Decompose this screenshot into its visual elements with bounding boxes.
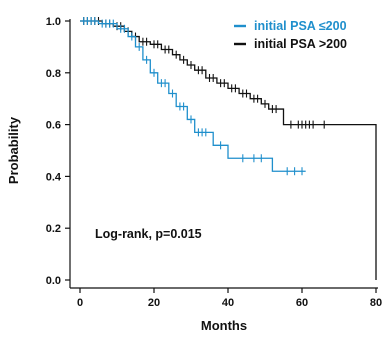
y-axis-title: Probability — [6, 116, 21, 184]
y-tick-label: 0.6 — [46, 120, 61, 132]
legend-label: initial PSA ≤200 — [254, 19, 347, 33]
survival-curve-series-1 — [80, 20, 377, 280]
x-tick-label: 60 — [296, 297, 308, 309]
legend: initial PSA ≤200 initial PSA >200 — [234, 19, 347, 51]
log-rank-annotation: Log-rank, p=0.015 — [95, 227, 202, 241]
y-tick-label: 1.0 — [46, 16, 61, 28]
x-axis-ticks: 0 20 40 60 80 — [77, 288, 382, 309]
y-tick-label: 0.4 — [46, 171, 62, 183]
x-tick-label: 40 — [222, 297, 234, 309]
legend-label: initial PSA >200 — [254, 37, 347, 51]
x-tick-label: 20 — [148, 297, 160, 309]
series-0-group — [80, 17, 306, 176]
y-axis-ticks: 0.0 0.2 0.4 0.6 0.8 1.0 — [46, 16, 70, 287]
y-tick-label: 0.8 — [46, 68, 61, 80]
x-axis-title: Months — [201, 318, 247, 333]
survival-curve-series-0 — [80, 20, 306, 172]
plot-axes — [69, 19, 378, 289]
x-tick-label: 80 — [370, 297, 382, 309]
y-tick-label: 0.2 — [46, 223, 61, 235]
x-tick-label: 0 — [77, 297, 83, 309]
y-tick-label: 0.0 — [46, 275, 61, 287]
survival-curves — [80, 17, 377, 280]
